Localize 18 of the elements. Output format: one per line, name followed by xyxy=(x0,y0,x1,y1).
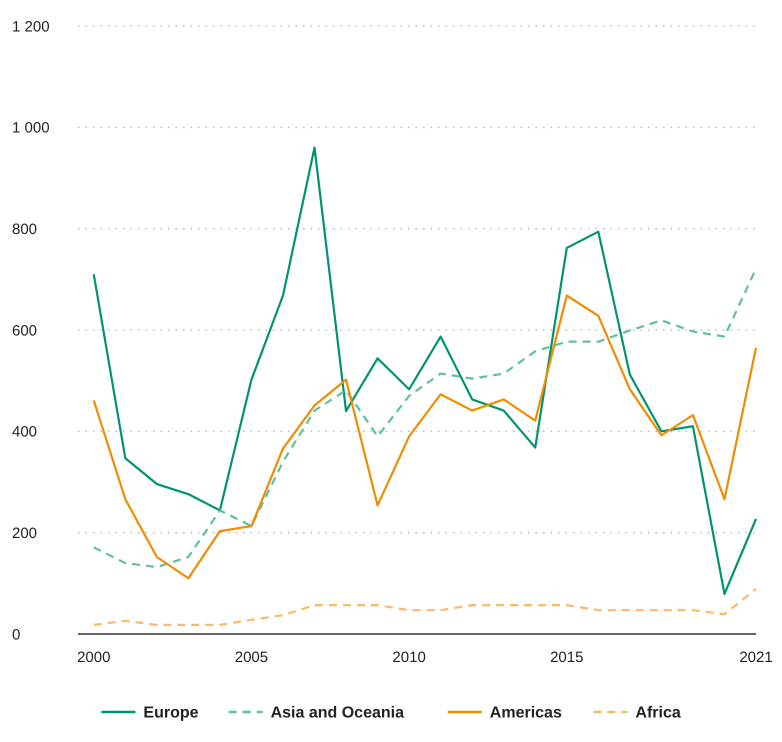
x-tick-label: 2021 xyxy=(739,649,773,666)
line-series xyxy=(92,146,758,596)
y-tick-label: 1 000 xyxy=(12,120,50,137)
line-series xyxy=(92,588,758,626)
y-tick-label: 0 xyxy=(12,626,20,644)
y-tick-label: 200 xyxy=(12,524,38,542)
y-tick-label: 400 xyxy=(12,424,38,441)
x-tick-label: 2005 xyxy=(234,649,268,666)
legend-label: Europe xyxy=(143,704,199,722)
y-tick-label: 800 xyxy=(12,220,38,238)
y-tick-label: 1 200 xyxy=(12,18,50,36)
legend-label: Asia and Oceania xyxy=(270,704,404,722)
legend-label: Africa xyxy=(635,704,681,722)
x-tick-label: 2015 xyxy=(550,649,584,666)
x-tick-label: 2000 xyxy=(77,649,110,666)
y-tick-label: 600 xyxy=(12,322,38,340)
x-tick-label: 2010 xyxy=(392,649,426,666)
legend-label: Americas xyxy=(490,704,562,722)
